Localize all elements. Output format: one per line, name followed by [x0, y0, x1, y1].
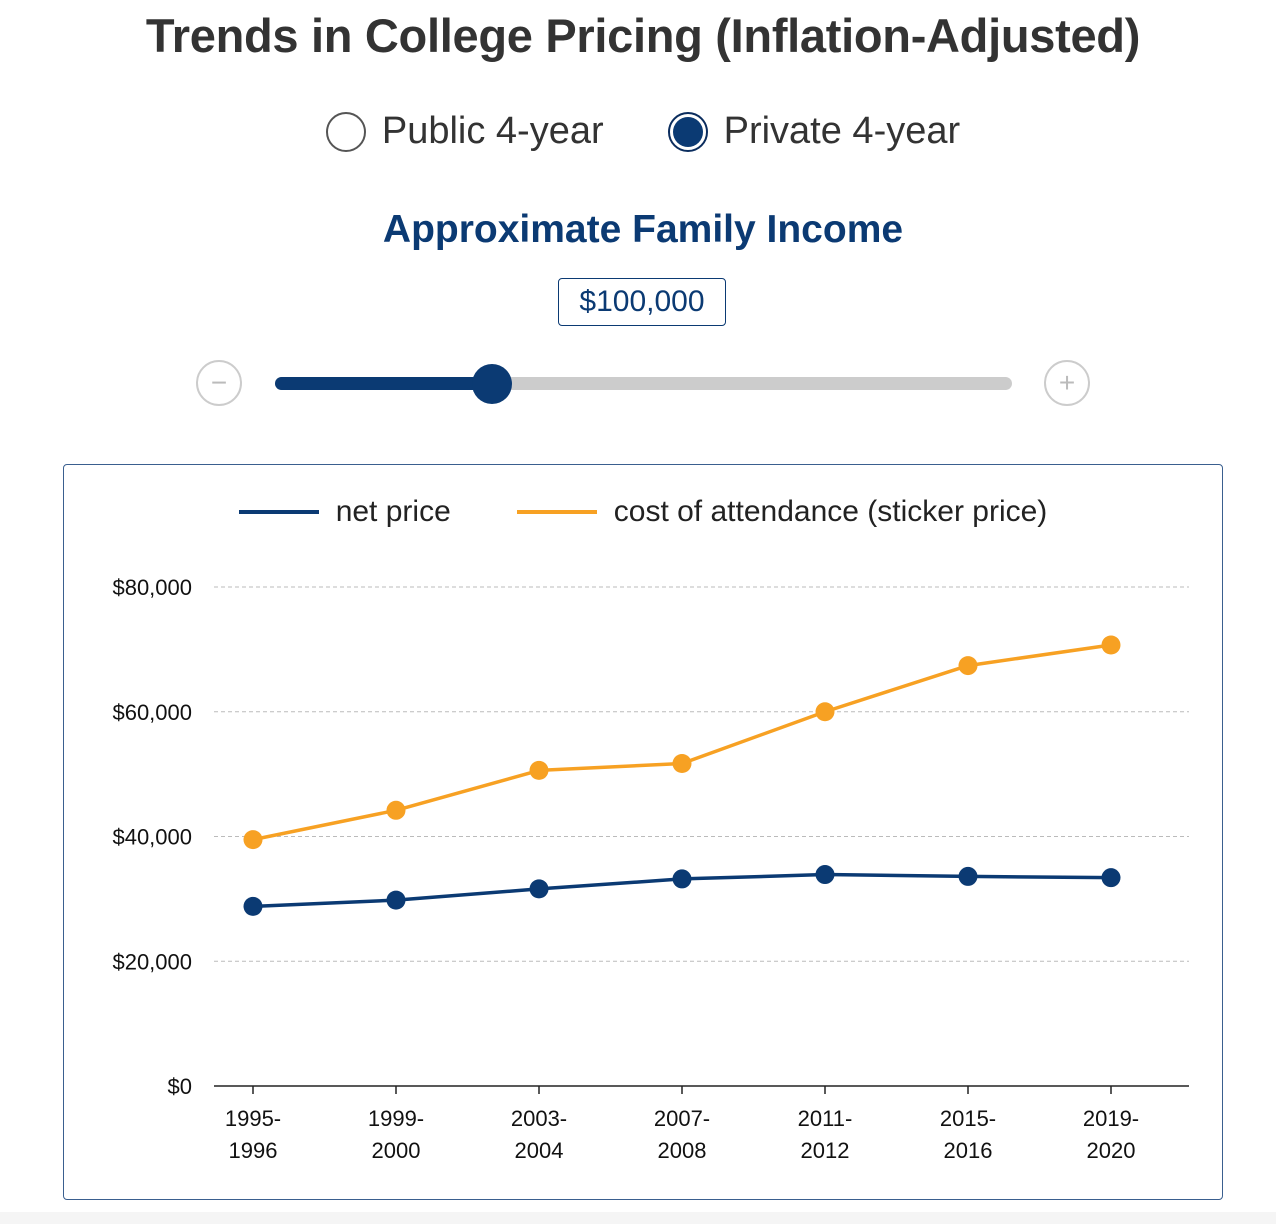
data-point-sticker-price [958, 656, 978, 676]
income-title: Approximate Family Income [382, 208, 904, 251]
x-tick-label: 2004 [515, 1138, 564, 1163]
y-tick-label: $20,000 [112, 949, 192, 974]
chart-legend: net price cost of attendance (sticker pr… [64, 495, 1222, 529]
x-tick-label: 1999- [368, 1106, 424, 1131]
radio-button-public[interactable] [325, 111, 366, 152]
data-point-net-price [386, 890, 406, 910]
x-tick-label: 2008 [658, 1138, 707, 1163]
radio-option-public[interactable]: Public 4-year [325, 110, 604, 153]
data-point-net-price [1101, 868, 1121, 888]
x-tick-label: 1996 [229, 1138, 278, 1163]
data-point-net-price [529, 879, 549, 899]
page-bottom-strip [0, 1212, 1276, 1224]
legend-item-net-price: net price [238, 495, 451, 529]
radio-button-private[interactable] [667, 111, 708, 152]
x-tick-label: 2020 [1087, 1138, 1136, 1163]
y-tick-label: $40,000 [112, 825, 192, 850]
data-point-sticker-price [672, 754, 692, 774]
x-tick-label: 2003- [511, 1106, 567, 1131]
page-title: Trends in College Pricing (Inflation-Adj… [145, 9, 1141, 62]
radio-selected-dot [672, 116, 703, 147]
decrease-income-button[interactable]: − [196, 360, 242, 406]
x-tick-label: 2007- [654, 1106, 710, 1131]
radio-label-public: Public 4-year [381, 110, 604, 152]
data-point-sticker-price [529, 760, 549, 780]
radio-option-private[interactable]: Private 4-year [667, 110, 961, 153]
y-tick-label: $80,000 [112, 575, 192, 600]
x-tick-label: 2016 [944, 1138, 993, 1163]
income-slider-track[interactable] [275, 364, 1012, 404]
x-tick-label: 2000 [372, 1138, 421, 1163]
increase-income-button[interactable]: + [1044, 360, 1090, 406]
income-slider-handle[interactable] [472, 364, 513, 404]
legend-label-sticker-price: cost of attendance (sticker price) [613, 495, 1048, 528]
y-tick-label: $0 [168, 1074, 192, 1099]
data-point-sticker-price [1101, 635, 1121, 655]
school-type-selector: Public 4-year Private 4-year [0, 110, 1276, 153]
y-tick-label: $60,000 [112, 700, 192, 725]
chart-panel: net price cost of attendance (sticker pr… [63, 464, 1223, 1200]
data-point-net-price [815, 865, 835, 885]
line-chart: $0 $20,000 $40,000 $60,000 $80,000 1995- 1996 1… [112, 575, 1189, 1163]
income-value-box: $100,000 [558, 278, 726, 326]
data-point-net-price [672, 869, 692, 889]
data-point-sticker-price [386, 800, 406, 820]
data-point-net-price [958, 866, 978, 886]
legend-label-net-price: net price [335, 495, 451, 528]
x-tick-label: 2012 [801, 1138, 850, 1163]
x-tick-label: 2019- [1083, 1106, 1139, 1131]
x-tick-label: 1995- [225, 1106, 281, 1131]
radio-label-private: Private 4-year [723, 110, 961, 152]
legend-item-sticker-price: cost of attendance (sticker price) [516, 495, 1048, 529]
series-line-sticker-price [252, 643, 1112, 842]
legend-swatch-sticker-price [516, 510, 597, 514]
data-point-net-price [243, 896, 263, 916]
x-tick-label: 2015- [940, 1106, 996, 1131]
income-slider-fill [275, 377, 493, 390]
data-point-sticker-price [243, 830, 263, 850]
legend-swatch-net-price [238, 510, 319, 514]
data-point-sticker-price [815, 702, 835, 722]
x-tick-label: 2011- [798, 1106, 853, 1131]
